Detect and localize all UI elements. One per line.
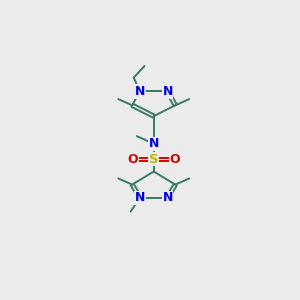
- Text: N: N: [135, 85, 145, 98]
- Text: N: N: [148, 137, 159, 150]
- Text: O: O: [128, 153, 138, 166]
- Text: N: N: [135, 191, 145, 204]
- Text: N: N: [162, 191, 173, 204]
- Text: N: N: [162, 85, 173, 98]
- Text: O: O: [169, 153, 180, 166]
- Text: S: S: [149, 153, 159, 166]
